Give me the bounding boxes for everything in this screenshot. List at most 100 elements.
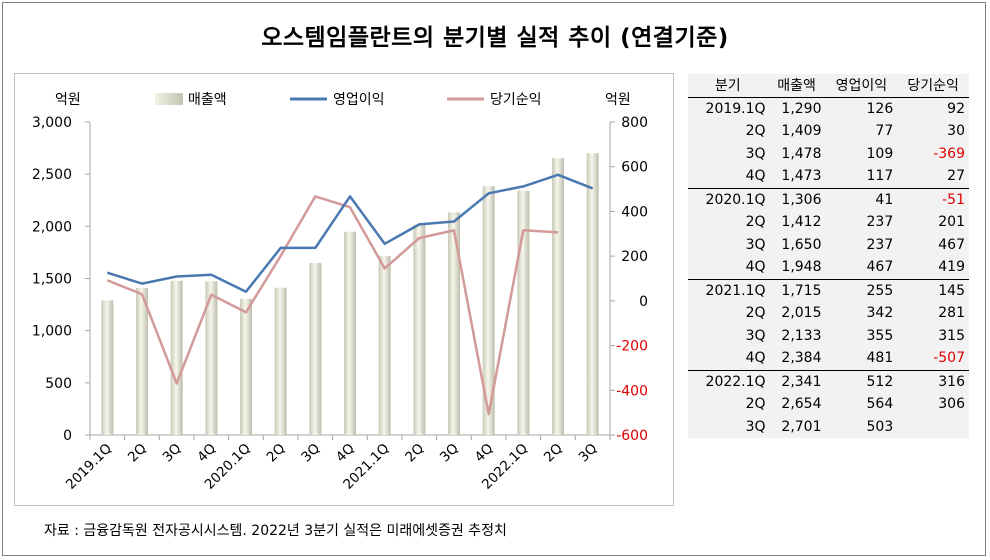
- table-cell-period: 3Q: [745, 327, 766, 344]
- bar-revenue: [586, 153, 599, 435]
- table-cell-net: -51: [897, 187, 969, 211]
- table-cell-revenue: 1,478: [781, 145, 822, 162]
- source-note: 자료 : 금융감독원 전자공시시스템. 2022년 3분기 실적은 미래에셋증권…: [44, 523, 507, 539]
- table-cell-net: 201: [938, 214, 965, 231]
- table-body: 2019.1Q 1,290 126 92 2Q 1,409 77 30 3Q 1,478 109 -3…: [688, 97, 969, 438]
- table-cell-revenue: 2,384: [781, 350, 822, 367]
- table-row: 3Q 1,650 237 467: [688, 234, 969, 257]
- table-row: 4Q 2,384 481 -507: [688, 347, 969, 370]
- table-cell-op: 355: [866, 327, 894, 344]
- x-tick-label: 3Q: [160, 441, 185, 466]
- table-cell-net: 92: [947, 100, 965, 117]
- right-tick-label: 400: [621, 204, 648, 220]
- table-cell-op: 481: [866, 350, 894, 367]
- table-cell-op: 77: [875, 123, 894, 140]
- right-tick-label: -200: [616, 339, 648, 355]
- table-cell-period: 2022.1Q: [688, 369, 768, 393]
- x-tick-label: 4Q: [472, 441, 497, 466]
- x-tick-label: 3Q: [576, 441, 601, 466]
- table-cell-period: 3Q: [745, 145, 766, 162]
- right-tick-label: 200: [621, 249, 648, 265]
- table-cell-revenue: 1,409: [781, 123, 822, 140]
- table-cell-op: 467: [866, 259, 894, 276]
- table-cell-op: 126: [866, 100, 894, 117]
- table-cell-revenue: 1,473: [781, 168, 822, 185]
- table-row: 2021.1Q 1,715 255 145: [688, 278, 969, 302]
- table-cell-op: 564: [866, 396, 894, 413]
- table-cell-net: 30: [947, 123, 965, 140]
- table-cell-period: 2019.1Q: [705, 100, 766, 117]
- x-tick-label: 2Q: [541, 441, 566, 466]
- bar-revenue: [413, 224, 426, 435]
- table-header-cell: 매출액: [767, 74, 826, 98]
- table-cell-period: 2021.1Q: [688, 278, 768, 302]
- table-cell-op: 237: [866, 214, 894, 231]
- x-tick-label: 4Q: [333, 441, 358, 466]
- bar-revenue: [309, 262, 322, 435]
- right-tick-label: 800: [621, 115, 648, 131]
- left-tick-label: 2,000: [32, 219, 72, 235]
- table-cell-revenue: 1,715: [767, 278, 826, 302]
- table-cell-op: 41: [825, 187, 898, 211]
- table-cell-op: 512: [825, 369, 898, 393]
- table-cell-revenue: 2,701: [781, 418, 822, 435]
- table-row: 2Q 1,412 237 201: [688, 211, 969, 234]
- x-tick-label: 2019.1Q: [63, 441, 115, 493]
- left-tick-label: 0: [63, 428, 72, 444]
- legend-label: 당기순익: [490, 92, 542, 108]
- bar-revenue: [517, 190, 530, 435]
- x-tick-label: 2Q: [125, 441, 150, 466]
- table-header-row: 분기 매출액 영업이익 당기순익: [688, 74, 969, 98]
- table-row: 3Q 1,478 109 -369: [688, 143, 969, 166]
- table-cell-period: 4Q: [745, 259, 766, 276]
- table-cell-revenue: 2,654: [781, 396, 822, 413]
- right-unit-label: 억원: [605, 92, 631, 108]
- table-cell-net: 315: [938, 327, 965, 344]
- table-cell-revenue: 2,015: [781, 305, 822, 322]
- legend-label: 영업이익: [333, 92, 385, 108]
- line-operating-profit: [106, 173, 594, 293]
- table-row: 2019.1Q 1,290 126 92: [688, 97, 969, 120]
- table-row: 4Q 1,473 117 27: [688, 165, 969, 188]
- right-tick-label: -600: [616, 428, 648, 444]
- table-cell-op: 117: [866, 168, 894, 185]
- table-cell-period: 4Q: [745, 168, 766, 185]
- table-cell-net: 419: [938, 259, 965, 276]
- table-cell-net: [897, 416, 969, 439]
- table-cell-period: 2Q: [745, 396, 766, 413]
- line-net-profit: [106, 195, 559, 416]
- legend-label: 매출액: [188, 92, 227, 108]
- right-tick-label: 0: [639, 294, 648, 310]
- bar-revenue: [274, 287, 287, 435]
- table-cell-net: -507: [933, 350, 965, 367]
- x-tick-label: 4Q: [194, 441, 219, 466]
- table-cell-period: 2020.1Q: [688, 187, 768, 211]
- table-cell-op: 237: [866, 236, 894, 253]
- table-cell-revenue: 1,650: [781, 236, 822, 253]
- table-row: 2Q 1,409 77 30: [688, 120, 969, 143]
- bar-revenue: [240, 298, 252, 435]
- table-row: 2Q 2,015 342 281: [688, 302, 969, 325]
- table-cell-period: 2Q: [745, 305, 766, 322]
- table-row: 2022.1Q 2,341 512 316: [688, 369, 969, 393]
- table-cell-net: 281: [938, 305, 965, 322]
- table-cell-revenue: 2,133: [781, 327, 822, 344]
- table-row: 3Q 2,701 503: [688, 416, 969, 439]
- table-header-cell: 영업이익: [825, 74, 898, 98]
- table-header-cell: 당기순익: [897, 74, 969, 98]
- table-cell-period: 2Q: [745, 214, 766, 231]
- table-cell-net: 467: [938, 236, 965, 253]
- table-cell-net: 316: [897, 369, 969, 393]
- table-header-cell: 분기: [688, 74, 768, 98]
- table-row: 3Q 2,133 355 315: [688, 325, 969, 348]
- bar-revenue: [101, 300, 114, 435]
- bar-revenue: [482, 186, 495, 435]
- table-cell-revenue: 1,948: [781, 259, 822, 276]
- table-row: 2020.1Q 1,306 41 -51: [688, 187, 969, 211]
- table-cell-op: 342: [866, 305, 894, 322]
- table-cell-revenue: 1,306: [767, 187, 826, 211]
- chart-title: 오스템임플란트의 분기별 실적 추이 (연결기준): [261, 25, 729, 51]
- legend-swatch-revenue: [155, 93, 183, 105]
- bar-revenue: [170, 280, 183, 435]
- table-cell-period: 4Q: [745, 350, 766, 367]
